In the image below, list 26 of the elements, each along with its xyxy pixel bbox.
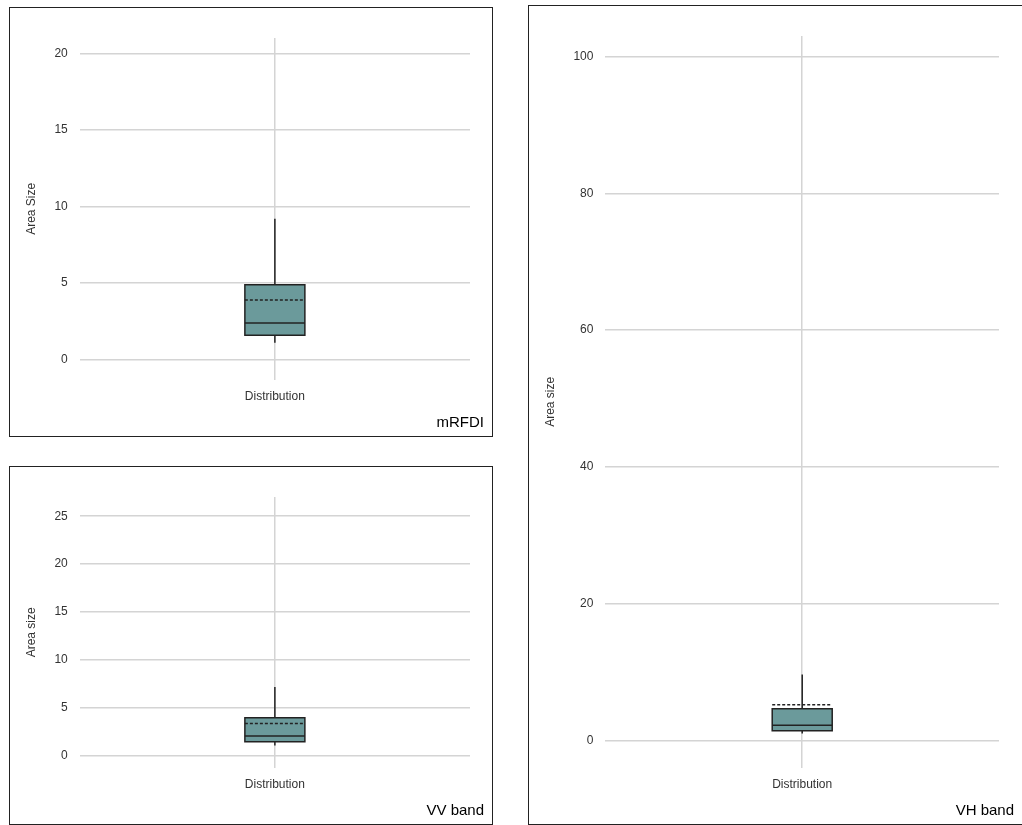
x-tick-label: Distribution (772, 777, 833, 792)
y-tick-label: 0 (61, 352, 69, 366)
y-tick-label: 25 (54, 508, 69, 523)
y-tick-label: 80 (580, 185, 594, 200)
y-tick-label: 60 (580, 322, 594, 337)
y-axis-title: Area size (23, 606, 38, 658)
y-tick-label: 5 (61, 275, 69, 290)
y-axis-title: Area Size (23, 182, 38, 235)
y-tick-label: 20 (54, 45, 69, 60)
y-tick-label: 0 (586, 732, 594, 747)
text: VV band (426, 801, 484, 818)
y-tick-label: 20 (580, 595, 594, 610)
x-tick-label: Distribution (244, 389, 305, 404)
x-tick-label: Distribution (244, 777, 305, 792)
y-axis-title: Area size (542, 376, 557, 427)
text: VH band (955, 801, 1014, 818)
y-tick-label: 15 (54, 122, 69, 137)
y-tick-label: 10 (54, 198, 69, 213)
y-tick-label: 0 (61, 748, 69, 763)
y-tick-label: 20 (54, 556, 69, 571)
y-tick-label: 100 (573, 48, 594, 63)
y-tick-label: 15 (54, 604, 69, 619)
y-tick-label: 40 (580, 459, 594, 474)
y-tick-label: 10 (54, 652, 69, 667)
text: mRFDI (436, 413, 484, 430)
y-tick-label: 5 (61, 700, 69, 715)
